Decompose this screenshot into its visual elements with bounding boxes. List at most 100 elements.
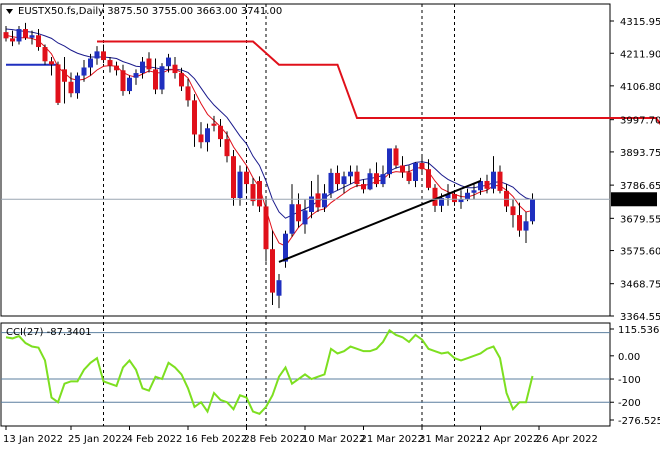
support-trendline[interactable] bbox=[278, 180, 481, 263]
bullish-candle bbox=[348, 171, 353, 177]
fast-moving-average-line bbox=[5, 34, 533, 247]
bearish-candle bbox=[335, 172, 340, 185]
time-axis-label: 10 Mar 2022 bbox=[302, 434, 365, 445]
last-price-tag: 3741.00 bbox=[1, 192, 657, 207]
indicator-axis-label: 0.00 bbox=[618, 352, 640, 363]
bullish-candle bbox=[387, 148, 392, 175]
bullish-candle bbox=[75, 75, 80, 94]
bullish-candle bbox=[309, 196, 314, 212]
symbol-ohlc-label: EUSTX50.fs,Daily 3875.50 3755.00 3663.00… bbox=[18, 6, 282, 17]
bullish-candle bbox=[205, 128, 210, 143]
bearish-candle bbox=[146, 58, 152, 70]
trendline[interactable] bbox=[278, 180, 481, 263]
bullish-candle bbox=[166, 57, 171, 67]
price-axis-label: 4315.95 bbox=[620, 17, 660, 28]
bearish-candle bbox=[231, 156, 236, 199]
bearish-candle bbox=[55, 64, 61, 103]
last-price-tag-bg bbox=[611, 192, 657, 207]
bearish-candle bbox=[510, 206, 516, 216]
cci-series-line bbox=[5, 328, 534, 416]
bullish-candle bbox=[94, 51, 100, 59]
bullish-candle bbox=[458, 199, 464, 203]
bullish-candle bbox=[367, 173, 373, 190]
bearish-candle bbox=[244, 171, 249, 185]
bullish-candle bbox=[159, 66, 165, 90]
time-axis-label: 28 Feb 2022 bbox=[244, 434, 306, 445]
bearish-candle bbox=[3, 32, 9, 39]
time-axis-label: 31 Mar 2022 bbox=[419, 434, 482, 445]
bullish-candle bbox=[328, 172, 334, 194]
bearish-candle bbox=[393, 148, 399, 166]
bearish-candle bbox=[354, 171, 360, 185]
bullish-candle bbox=[237, 171, 243, 199]
bearish-candle bbox=[179, 73, 184, 87]
bearish-candle bbox=[419, 162, 425, 170]
price-axis-label: 3364.55 bbox=[620, 312, 660, 323]
bearish-candle bbox=[504, 190, 509, 207]
bearish-candle bbox=[211, 123, 217, 126]
bearish-candle bbox=[406, 172, 412, 181]
bearish-candle bbox=[62, 69, 67, 82]
indicator-axis-label: 115.536 bbox=[618, 325, 659, 336]
bullish-candle bbox=[302, 210, 308, 225]
time-axis-label: 16 Feb 2022 bbox=[185, 434, 247, 445]
bullish-candle bbox=[478, 180, 483, 191]
bullish-candle bbox=[530, 199, 535, 222]
red-stop-line bbox=[97, 40, 660, 126]
bearish-candle bbox=[114, 65, 119, 71]
bullish-candle bbox=[81, 67, 87, 76]
bearish-candle bbox=[218, 125, 223, 140]
moving-averages bbox=[5, 28, 533, 247]
bullish-candle bbox=[523, 221, 529, 231]
indicator-axis-label: -200 bbox=[618, 398, 641, 409]
collapse-triangle-icon[interactable] bbox=[6, 9, 13, 14]
price-axis[interactable]: 4315.95 4211.90 4106.80 3997.70 3893.75 3786.… bbox=[610, 17, 660, 323]
price-axis-label: 3679.55 bbox=[620, 214, 660, 225]
time-axis-label: 26 Apr 2022 bbox=[536, 434, 598, 445]
bullish-candle bbox=[289, 204, 295, 234]
bullish-candle bbox=[491, 171, 496, 189]
last-price-tag-label: 3741.00 bbox=[616, 195, 657, 206]
bearish-candle bbox=[107, 60, 113, 66]
bearish-candle bbox=[101, 51, 106, 61]
bearish-candle bbox=[185, 86, 191, 101]
bearish-candle bbox=[198, 134, 204, 143]
bullish-candle bbox=[380, 174, 386, 185]
bullish-candle bbox=[341, 176, 347, 185]
time-axis-label: 21 Mar 2022 bbox=[361, 434, 424, 445]
indicator-axis[interactable]: 115.536 0.00 -100 -200 -276.525 bbox=[610, 325, 660, 427]
bullish-candle bbox=[276, 280, 282, 296]
indicator-axis-label: -100 bbox=[618, 375, 641, 386]
price-axis-label: 3786.65 bbox=[620, 181, 660, 192]
slow-moving-average-line bbox=[5, 28, 533, 219]
bullish-candle bbox=[445, 194, 451, 199]
bullish-candle bbox=[16, 29, 22, 42]
price-axis-label: 3468.75 bbox=[620, 280, 660, 291]
bearish-candle bbox=[49, 61, 54, 65]
bullish-candle bbox=[471, 190, 477, 193]
bullish-candle bbox=[465, 192, 470, 200]
bearish-candle bbox=[296, 204, 301, 222]
cci-indicator-label: CCI(27) -87.3401 bbox=[6, 327, 92, 338]
time-axis-label: 13 Jan 2022 bbox=[3, 434, 63, 445]
bearish-candle bbox=[42, 47, 48, 62]
bearish-candle bbox=[172, 64, 178, 74]
bullish-candle bbox=[283, 233, 288, 262]
bearish-candle bbox=[257, 180, 262, 207]
stop-lines bbox=[6, 40, 660, 126]
bearish-candle bbox=[120, 70, 126, 92]
bearish-candle bbox=[23, 29, 28, 38]
bullish-candle bbox=[140, 61, 145, 74]
bearish-candle bbox=[484, 180, 490, 189]
price-axis-label: 3893.75 bbox=[620, 148, 660, 159]
candlestick-series bbox=[3, 22, 535, 309]
bearish-candle bbox=[497, 171, 503, 191]
bearish-candle bbox=[270, 249, 275, 293]
bearish-candle bbox=[10, 38, 15, 42]
bullish-candle bbox=[88, 58, 93, 68]
bearish-candle bbox=[426, 169, 431, 188]
bearish-candle bbox=[400, 165, 405, 173]
